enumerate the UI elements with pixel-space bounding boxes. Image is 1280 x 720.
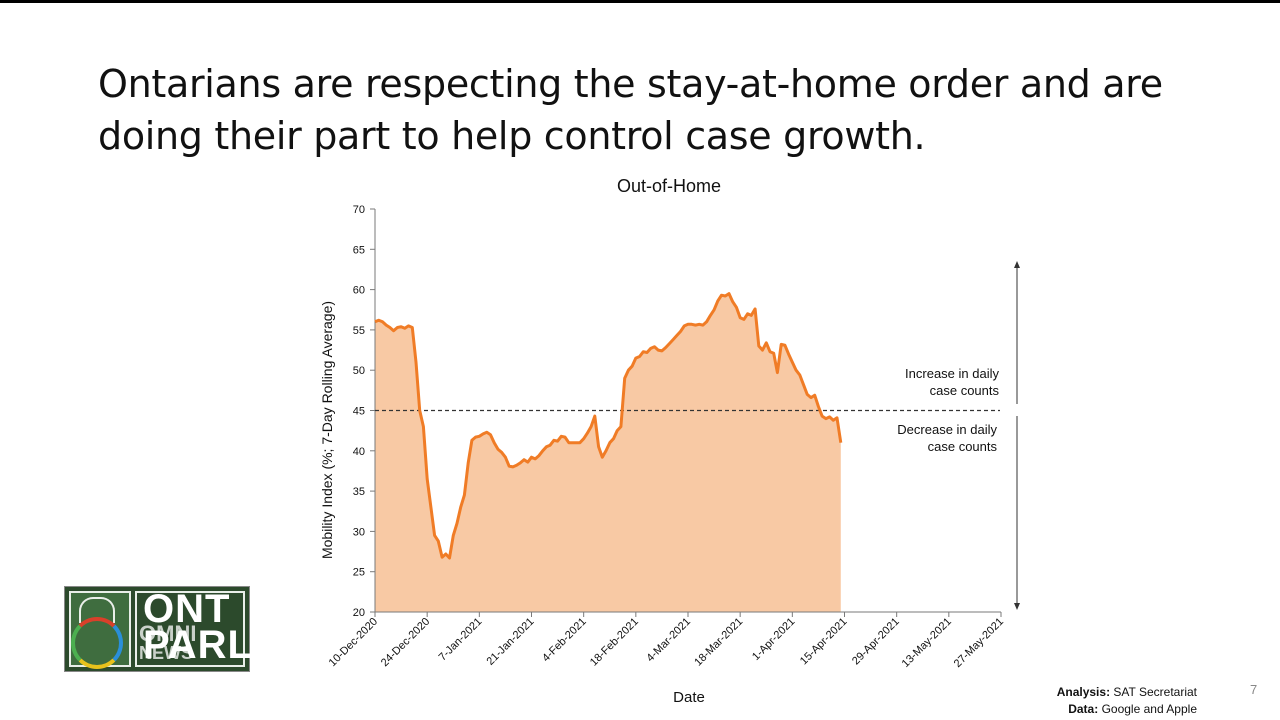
building-icon bbox=[79, 597, 115, 623]
y-tick-label: 25 bbox=[353, 567, 365, 579]
x-tick-label: 10-Dec-2020 bbox=[327, 616, 380, 669]
y-tick-label: 50 bbox=[353, 365, 365, 377]
chart-title: Out-of-Home bbox=[617, 176, 721, 196]
x-tick-label: 7-Jan-2021 bbox=[437, 616, 485, 664]
x-tick-label: 4-Feb-2021 bbox=[540, 616, 589, 665]
increase-arrowhead-icon bbox=[1014, 261, 1020, 268]
x-axis-label: Date bbox=[673, 689, 705, 706]
data-value: Google and Apple bbox=[1101, 702, 1197, 716]
x-tick-label: 21-Jan-2021 bbox=[484, 616, 536, 668]
logo-overlay-bottom: NEWS bbox=[139, 643, 193, 663]
decrease-arrowhead-icon bbox=[1014, 603, 1020, 610]
x-tick-label: 24-Dec-2020 bbox=[379, 616, 432, 669]
y-axis-label: Mobility Index (%; 7-Day Rolling Average… bbox=[319, 301, 335, 559]
x-tick-label: 18-Feb-2021 bbox=[588, 616, 641, 669]
x-tick-label: 27-May-2021 bbox=[952, 616, 1006, 670]
y-tick-label: 65 bbox=[353, 244, 365, 256]
page-number: 7 bbox=[1250, 682, 1258, 697]
series-line-out-of-home bbox=[374, 292, 843, 560]
y-tick-label: 55 bbox=[353, 325, 365, 337]
broadcaster-logo: ONT PARL OMNI NEWS bbox=[64, 586, 253, 672]
logo-overlay-top: OMNI bbox=[139, 621, 197, 646]
series-area-out-of-home bbox=[375, 293, 841, 612]
y-tick-label: 40 bbox=[353, 446, 365, 458]
x-tick-label: 29-Apr-2021 bbox=[850, 616, 902, 668]
x-tick-label: 13-May-2021 bbox=[900, 616, 954, 670]
x-tick-label: 4-Mar-2021 bbox=[644, 616, 693, 665]
slide-title: Ontarians are respecting the stay-at-hom… bbox=[98, 62, 1163, 158]
annotation-decrease-text: case counts bbox=[928, 439, 998, 454]
annotation-decrease-text: Decrease in daily bbox=[897, 422, 997, 437]
x-tick-label: 1-Apr-2021 bbox=[750, 616, 797, 663]
top-border bbox=[0, 0, 1280, 3]
y-tick-label: 30 bbox=[353, 526, 365, 538]
y-tick-label: 20 bbox=[353, 607, 365, 619]
logo-text-panel bbox=[135, 591, 245, 667]
analysis-label: Analysis: bbox=[1056, 685, 1111, 699]
source-footer: Analysis: SAT Secretariat Data: Google a… bbox=[1057, 684, 1197, 718]
annotation-increase-text: Increase in daily bbox=[905, 366, 999, 381]
y-tick-label: 45 bbox=[353, 406, 365, 418]
y-tick-label: 70 bbox=[353, 204, 365, 216]
x-tick-label: 15-Apr-2021 bbox=[798, 616, 850, 668]
y-tick-label: 60 bbox=[353, 285, 365, 297]
omni-ring-icon bbox=[71, 617, 123, 669]
analysis-value: SAT Secretariat bbox=[1113, 685, 1197, 699]
data-label: Data: bbox=[1068, 702, 1099, 716]
logo-text-top: ONT bbox=[143, 587, 231, 631]
annotation-increase-text: case counts bbox=[930, 383, 1000, 398]
y-tick-label: 35 bbox=[353, 486, 365, 498]
x-tick-label: 18-Mar-2021 bbox=[692, 616, 745, 669]
logo-text-bottom: PARL bbox=[143, 623, 253, 667]
